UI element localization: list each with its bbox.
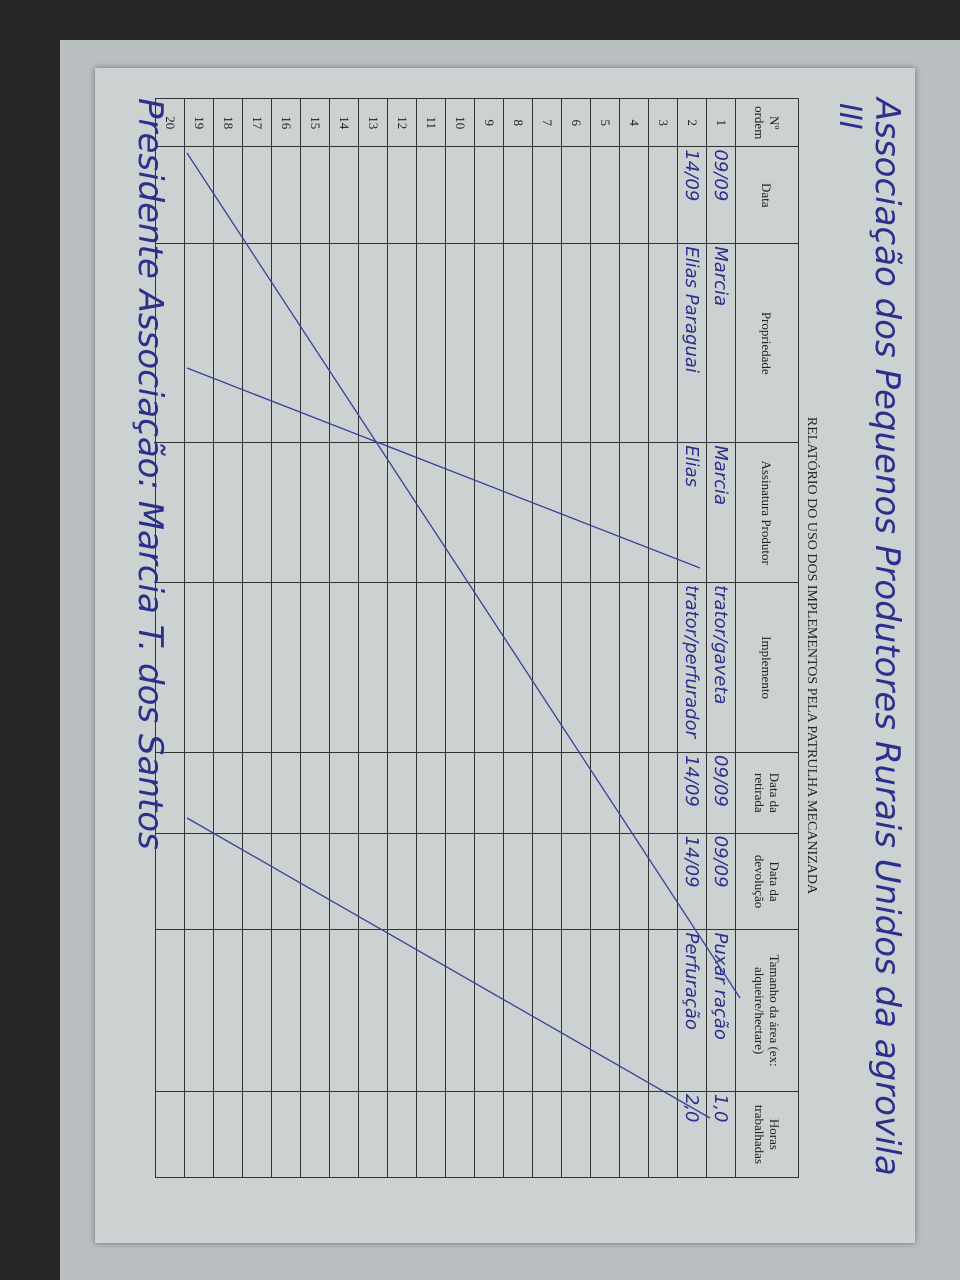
paper-document: Associação dos Pequenos Produtores Rurai… <box>95 68 915 1243</box>
president-signature: Presidente Associação: Marcia T. dos San… <box>130 98 170 850</box>
strike-line <box>186 817 711 1119</box>
strike-line <box>186 152 741 999</box>
strike-line <box>186 367 701 569</box>
strike-lines <box>186 152 741 1119</box>
